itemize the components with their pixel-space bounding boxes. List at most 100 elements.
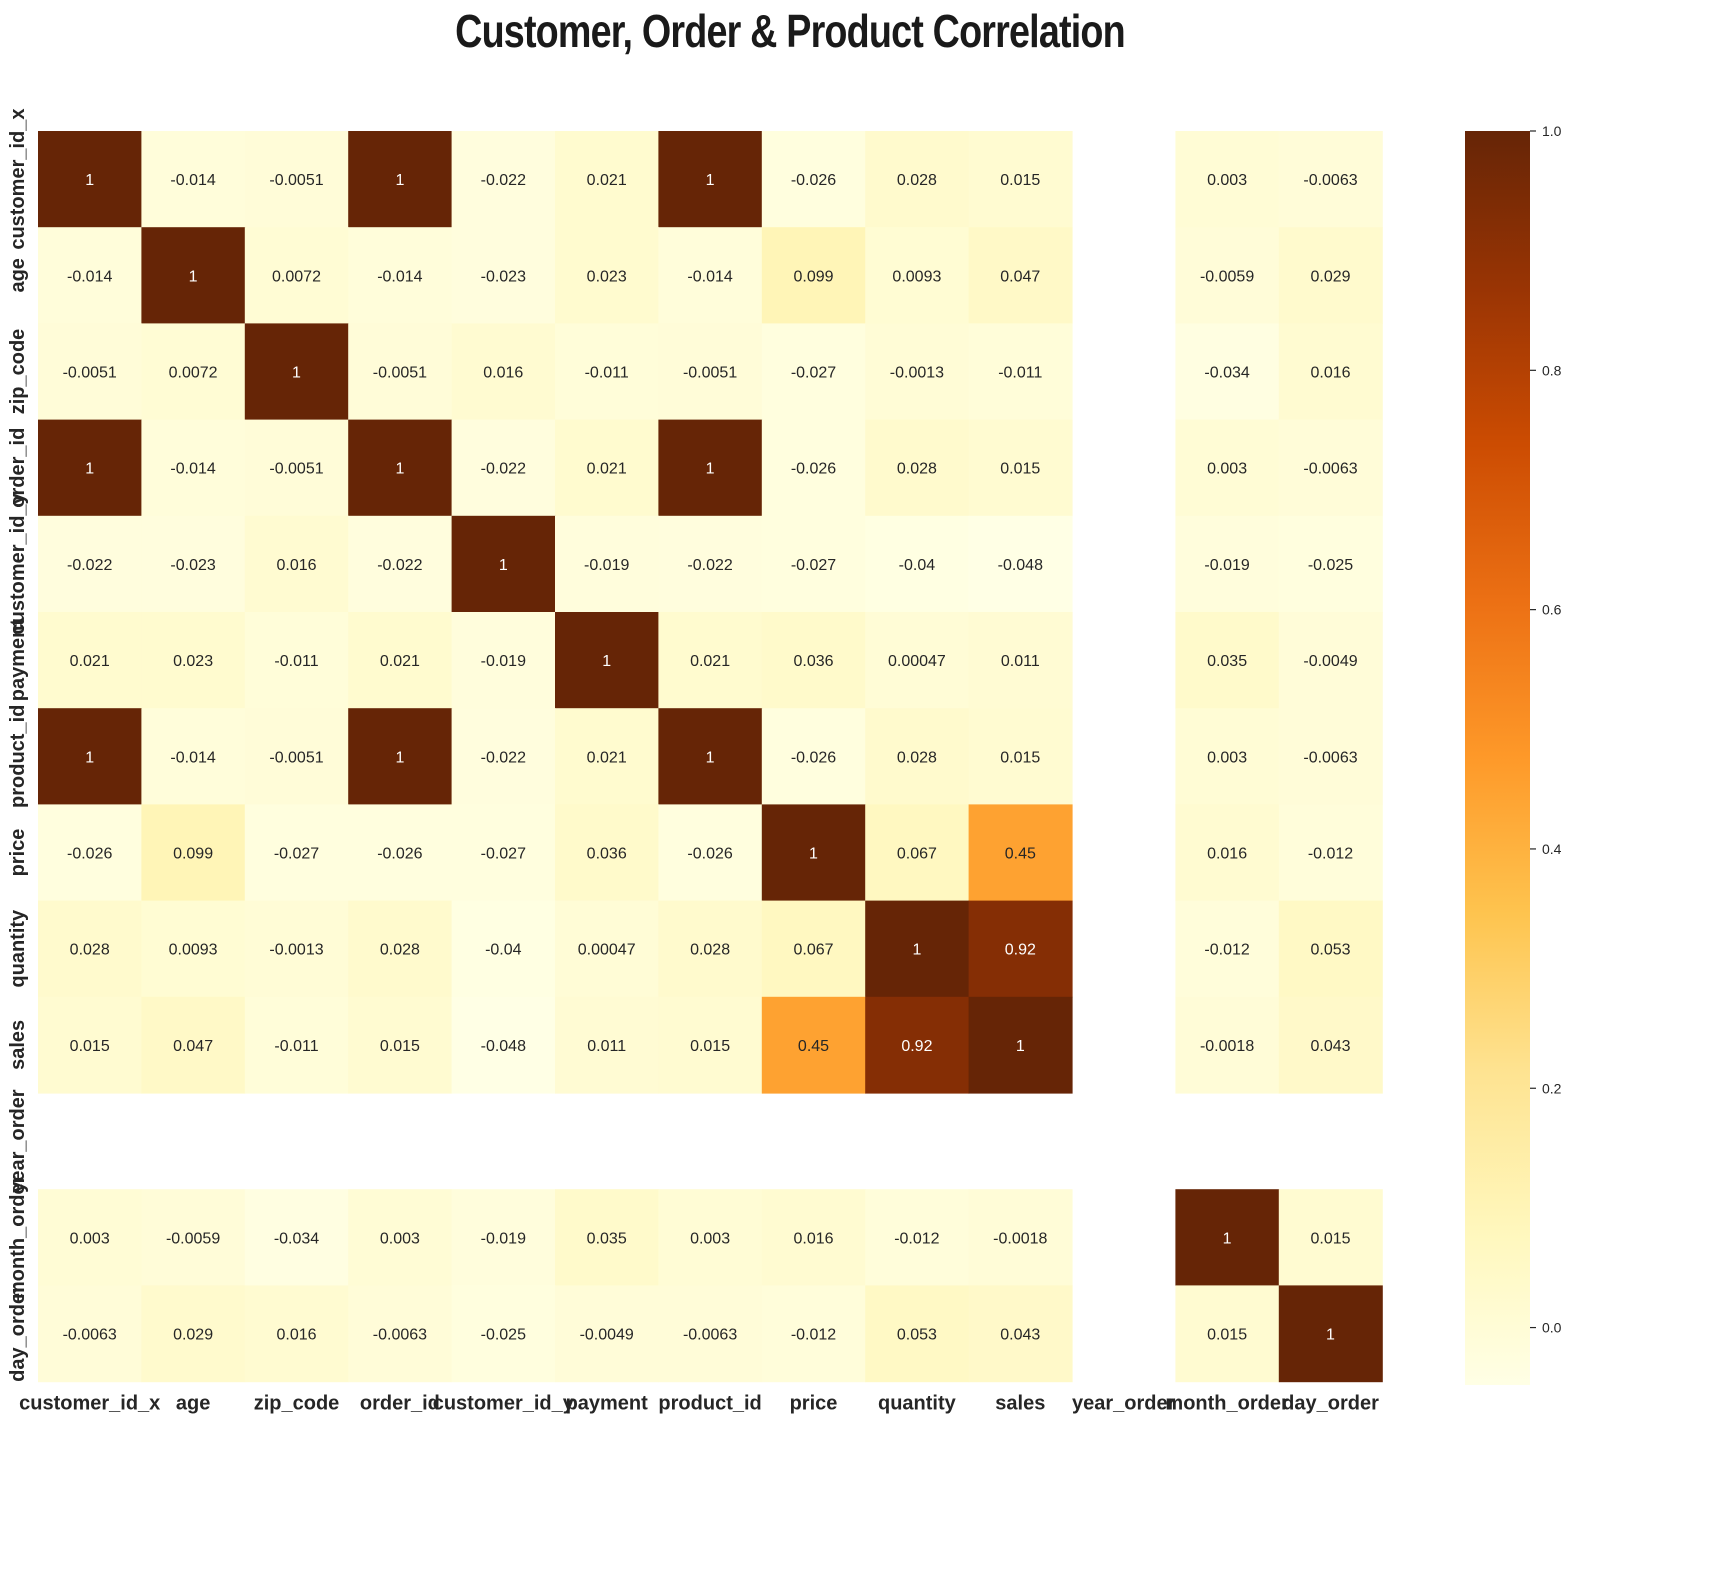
heatmap-cell (865, 708, 970, 805)
heatmap-cell (244, 227, 349, 324)
heatmap-cell (1175, 227, 1280, 324)
heatmap-cell (761, 323, 866, 421)
cell-value-label: -0.026 (791, 749, 836, 766)
heatmap-cell (1278, 708, 1383, 805)
heatmap-cell (1175, 419, 1280, 517)
heatmap-cell (865, 1189, 970, 1286)
y-tick-label: quantity (7, 909, 29, 988)
heatmap-cell (141, 612, 246, 709)
cell-value-label: -0.0051 (269, 749, 323, 766)
x-tick-label: month_order (1165, 1393, 1289, 1415)
x-tick-label: payment (566, 1393, 649, 1415)
heatmap-cell (141, 1189, 246, 1286)
cell-value-label: -0.011 (998, 365, 1042, 382)
heatmap-cell (865, 612, 970, 709)
x-tick-label: product_id (658, 1393, 761, 1415)
cell-value-label: 0.003 (1207, 749, 1247, 766)
heatmap-cell (1175, 708, 1280, 805)
heatmap-cell (348, 996, 453, 1094)
heatmap-cell (658, 131, 763, 228)
cell-value-label: -0.048 (998, 557, 1043, 574)
x-tick-label: zip_code (254, 1393, 340, 1415)
heatmap-cell (1278, 900, 1383, 998)
heatmap-cell (38, 515, 142, 613)
heatmap-cell (968, 708, 1073, 805)
heatmap-cell (761, 1285, 866, 1383)
cell-value-label: -0.0063 (1303, 461, 1357, 478)
heatmap-cell (658, 996, 763, 1094)
heatmap-cell (761, 131, 866, 228)
cell-value-label: 0.036 (587, 846, 627, 863)
heatmap-cell (38, 227, 142, 324)
heatmap-cell (141, 227, 246, 324)
heatmap-cell (348, 1189, 453, 1286)
y-tick-label: age (7, 258, 29, 292)
heatmap-cell (761, 419, 866, 517)
cell-value-label: 0.047 (173, 1038, 213, 1055)
cell-value-label: 1 (1016, 1038, 1025, 1055)
cell-value-label: -0.048 (481, 1038, 526, 1055)
cell-value-label: -0.04 (899, 557, 936, 574)
cell-value-label: -0.019 (584, 557, 629, 574)
y-tick-label: sales (7, 1020, 29, 1070)
cell-value-label: 0.003 (1207, 172, 1247, 189)
heatmap-cell (38, 708, 142, 805)
heatmap-cell (38, 131, 142, 228)
heatmap-cell (244, 900, 349, 998)
cell-value-label: -0.022 (481, 172, 526, 189)
heatmap-cell (865, 900, 970, 998)
cell-value-label: -0.0049 (1303, 653, 1357, 670)
heatmap-cell (451, 227, 556, 324)
colorbar-tick-label: 0.4 (1542, 841, 1562, 857)
cell-value-label: 0.099 (173, 846, 213, 863)
heatmap-cell (244, 708, 349, 805)
colorbar-gradient (1465, 131, 1530, 1385)
heatmap-cell (761, 612, 866, 709)
cell-value-label: -0.019 (481, 1230, 526, 1247)
heatmap-cell (555, 227, 659, 324)
cell-value-label: -0.0013 (890, 365, 944, 382)
heatmap-cell (141, 804, 246, 902)
heatmap-cell (451, 708, 556, 805)
colorbar-tick-label: 0.0 (1542, 1320, 1562, 1336)
cell-value-label: 0.028 (897, 749, 937, 766)
cell-value-label: 0.016 (276, 557, 316, 574)
cell-value-label: 0.92 (1005, 942, 1036, 959)
cell-value-label: 0.053 (1310, 942, 1350, 959)
heatmap-cell (658, 227, 763, 324)
colorbar-tick-label: 1.0 (1542, 123, 1562, 139)
cell-value-label: 0.0093 (169, 942, 218, 959)
heatmap-cell (555, 612, 659, 709)
cell-value-label: 0.036 (793, 653, 833, 670)
heatmap-cell (658, 419, 763, 517)
y-tick-label: product_id (7, 705, 29, 808)
y-tick-label: zip_code (7, 329, 29, 415)
cell-value-label: 0.021 (380, 653, 420, 670)
cell-value-label: 0.043 (1310, 1038, 1350, 1055)
heatmap-cell (761, 515, 866, 613)
cell-value-label: 0.028 (690, 942, 730, 959)
cell-value-label: 0.015 (1000, 461, 1040, 478)
heatmap-cell (865, 1285, 970, 1383)
heatmap-cell (555, 804, 659, 902)
cell-value-label: 0.016 (1310, 365, 1350, 382)
x-tick-labels: customer_id_x age zip_code order_idcustomer… (19, 1393, 1379, 1415)
y-tick-label: customer_id_x (7, 109, 29, 250)
heatmap-cell (38, 1189, 142, 1286)
heatmap-cell (1175, 131, 1280, 228)
colorbar: 0.0 0.2 0.4 0.6 0.8 1.0 (1465, 123, 1562, 1385)
cell-value-label: 1 (395, 461, 404, 478)
cell-value-label: 0.028 (897, 172, 937, 189)
cell-value-label: 0.028 (70, 942, 110, 959)
colorbar-tick-label: 0.6 (1542, 602, 1562, 618)
cell-value-label: -0.011 (274, 1038, 318, 1055)
cell-value-label: 0.035 (587, 1230, 627, 1247)
cell-value-label: -0.022 (687, 557, 732, 574)
heatmap-cell (1278, 323, 1383, 421)
cell-value-label: 1 (706, 461, 715, 478)
cell-value-label: 1 (85, 461, 94, 478)
heatmap-cell (38, 612, 142, 709)
y-tick-label: price (7, 829, 29, 877)
cell-value-label: 1 (189, 268, 198, 285)
